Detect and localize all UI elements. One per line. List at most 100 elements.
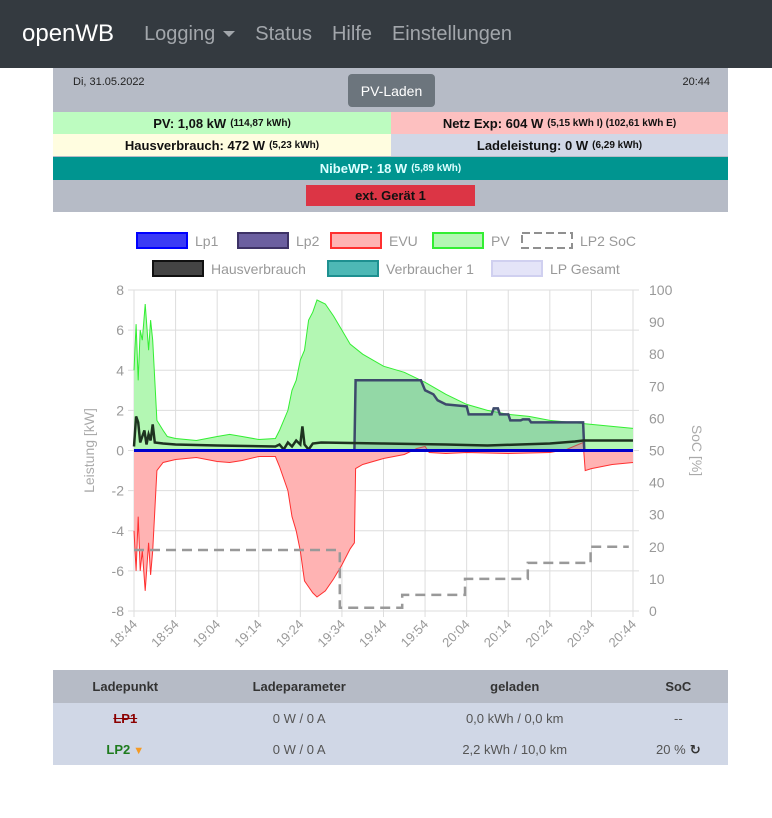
y-tick-label: -8 — [112, 603, 125, 619]
legend-label: Verbraucher 1 — [386, 261, 474, 277]
grid-tile: Netz Exp: 604 W (5,15 kWh I) (102,61 kWh … — [391, 112, 728, 134]
nav-hilfe[interactable]: Hilfe — [331, 22, 372, 45]
x-tick-label: 20:44 — [606, 617, 640, 651]
house-value: Hausverbrauch: 472 W — [124, 137, 266, 153]
x-tick-label: 20:14 — [481, 617, 515, 651]
y2-tick-label: 30 — [649, 507, 665, 523]
legend-label: Hausverbrauch — [211, 261, 306, 277]
legend-swatch-lp-gesamt — [491, 260, 543, 277]
x-tick-label: 20:24 — [522, 617, 556, 651]
power-chart: 86420-2-4-6-8100908070605040302010018:44… — [81, 232, 705, 651]
x-tick-label: 19:34 — [314, 617, 348, 651]
lp2-area — [134, 380, 633, 451]
consumer-value: NibeWP: 18 W — [319, 161, 408, 176]
house-tile: Hausverbrauch: 472 W (5,23 kWh) — [53, 134, 391, 156]
lp1-name[interactable]: LP1 — [113, 711, 138, 726]
y2-tick-label: 90 — [649, 314, 665, 330]
y-tick-label: 0 — [116, 443, 124, 459]
legend-label: LP Gesamt — [550, 261, 620, 277]
brand-logo[interactable]: openWB — [22, 20, 115, 47]
y2-tick-label: 70 — [649, 378, 665, 394]
ext-device-button[interactable]: ext. Gerät 1 — [306, 185, 475, 206]
house-energy: (5,23 kWh) — [269, 139, 320, 151]
legend-label: LP2 SoC — [580, 233, 636, 249]
col-ladeparameter: Ladeparameter — [197, 670, 401, 703]
hausverbrauch-line — [132, 415, 633, 452]
y-tick-label: 8 — [116, 282, 124, 298]
pv-tile: PV: 1,08 kW (114,87 kWh) — [53, 112, 391, 134]
nav-status[interactable]: Status — [255, 22, 312, 45]
y2-tick-label: 80 — [649, 346, 665, 362]
legend-swatch-verbraucher-1 — [327, 260, 379, 277]
lp1-param: 0 W / 0 A — [197, 703, 401, 734]
charge-tile: Ladeleistung: 0 W (6,29 kWh) — [391, 134, 728, 156]
y2-tick-label: 100 — [649, 282, 673, 298]
consumer-tile: NibeWP: 18 W (5,89 kWh) — [53, 157, 728, 180]
nav-einstellungen[interactable]: Einstellungen — [391, 22, 513, 45]
legend-label: Lp2 — [296, 233, 320, 249]
time: 20:44 — [682, 76, 710, 88]
charge-mode-button[interactable]: PV-Laden — [348, 74, 435, 107]
y-tick-label: -6 — [112, 563, 125, 579]
evu-area — [134, 442, 633, 597]
x-tick-label: 18:44 — [107, 617, 141, 651]
charge-energy: (6,29 kWh) — [592, 139, 643, 151]
y-axis-label: Leistung [kW] — [81, 408, 97, 493]
y2-tick-label: 40 — [649, 475, 665, 491]
lp2-line — [134, 379, 633, 452]
grid-energy: (5,15 kWh I) (102,61 kWh E) — [547, 117, 677, 129]
lp2-soc: 20 % — [656, 741, 686, 757]
pv-value: PV: 1,08 kW — [153, 115, 227, 131]
pv-energy: (114,87 kWh) — [230, 117, 291, 129]
x-tick-label: 18:54 — [148, 617, 182, 651]
col-ladepunkt: Ladepunkt — [53, 670, 198, 703]
y2-tick-label: 10 — [649, 571, 665, 587]
chevron-down-icon — [223, 31, 236, 38]
x-tick-label: 19:04 — [190, 617, 224, 651]
legend-swatch-pv — [432, 232, 484, 249]
x-tick-label: 20:34 — [564, 617, 598, 651]
navbar: openWB Logging Status Hilfe Einstellunge… — [0, 0, 772, 68]
lp2-soc-line — [134, 545, 629, 610]
charge-points-table: Ladepunkt Ladeparameter geladen SoC LP1 … — [53, 670, 728, 765]
y2-tick-label: 0 — [649, 603, 657, 619]
lp2-charged: 2,2 kWh / 10,0 km — [400, 734, 629, 765]
pv-line — [133, 299, 634, 442]
legend-label: EVU — [389, 233, 418, 249]
refresh-icon[interactable]: ↻ — [689, 741, 701, 757]
y2-axis-label: SoC [%] — [689, 425, 705, 476]
status-panel: Di, 31.05.2022 20:44 PV-Laden PV: 1,08 k… — [53, 68, 728, 212]
y-tick-label: -2 — [112, 483, 125, 499]
legend-swatch-lp2 — [237, 232, 289, 249]
consumer-energy: (5,89 kWh) — [411, 163, 462, 174]
y-tick-label: 4 — [116, 362, 124, 378]
grid-value: Netz Exp: 604 W — [442, 115, 544, 131]
legend-label: PV — [491, 233, 510, 249]
plug-icon: ▼ — [133, 745, 145, 757]
x-tick-label: 20:04 — [439, 617, 473, 651]
y2-tick-label: 20 — [649, 539, 665, 555]
x-tick-label: 19:14 — [231, 617, 265, 651]
lp2-name[interactable]: LP2 — [106, 742, 131, 757]
legend-swatch-evu — [330, 232, 382, 249]
lp1-soc: -- — [628, 703, 728, 734]
nav-logging[interactable]: Logging — [144, 22, 236, 46]
y-tick-label: 6 — [116, 322, 124, 338]
x-tick-label: 19:54 — [398, 617, 432, 651]
y2-tick-label: 60 — [649, 410, 665, 426]
y-tick-label: 2 — [116, 402, 124, 418]
table-row: LP2 ▼ 0 W / 0 A 2,2 kWh / 10,0 km 20 % ↻ — [53, 734, 728, 765]
col-geladen: geladen — [400, 670, 629, 703]
legend-swatch-hausverbrauch — [152, 260, 204, 277]
col-soc: SoC — [628, 670, 728, 703]
legend-label: Lp1 — [195, 233, 219, 249]
y2-tick-label: 50 — [649, 443, 665, 459]
charge-value: Ladeleistung: 0 W — [476, 137, 589, 153]
nav-logging-label: Logging — [144, 22, 216, 45]
x-tick-label: 19:24 — [273, 617, 307, 651]
x-tick-label: 19:44 — [356, 617, 390, 651]
legend-swatch-lp1 — [136, 232, 188, 249]
y-tick-label: -4 — [112, 523, 125, 539]
pv-area — [134, 300, 633, 451]
date: Di, 31.05.2022 — [73, 76, 145, 88]
